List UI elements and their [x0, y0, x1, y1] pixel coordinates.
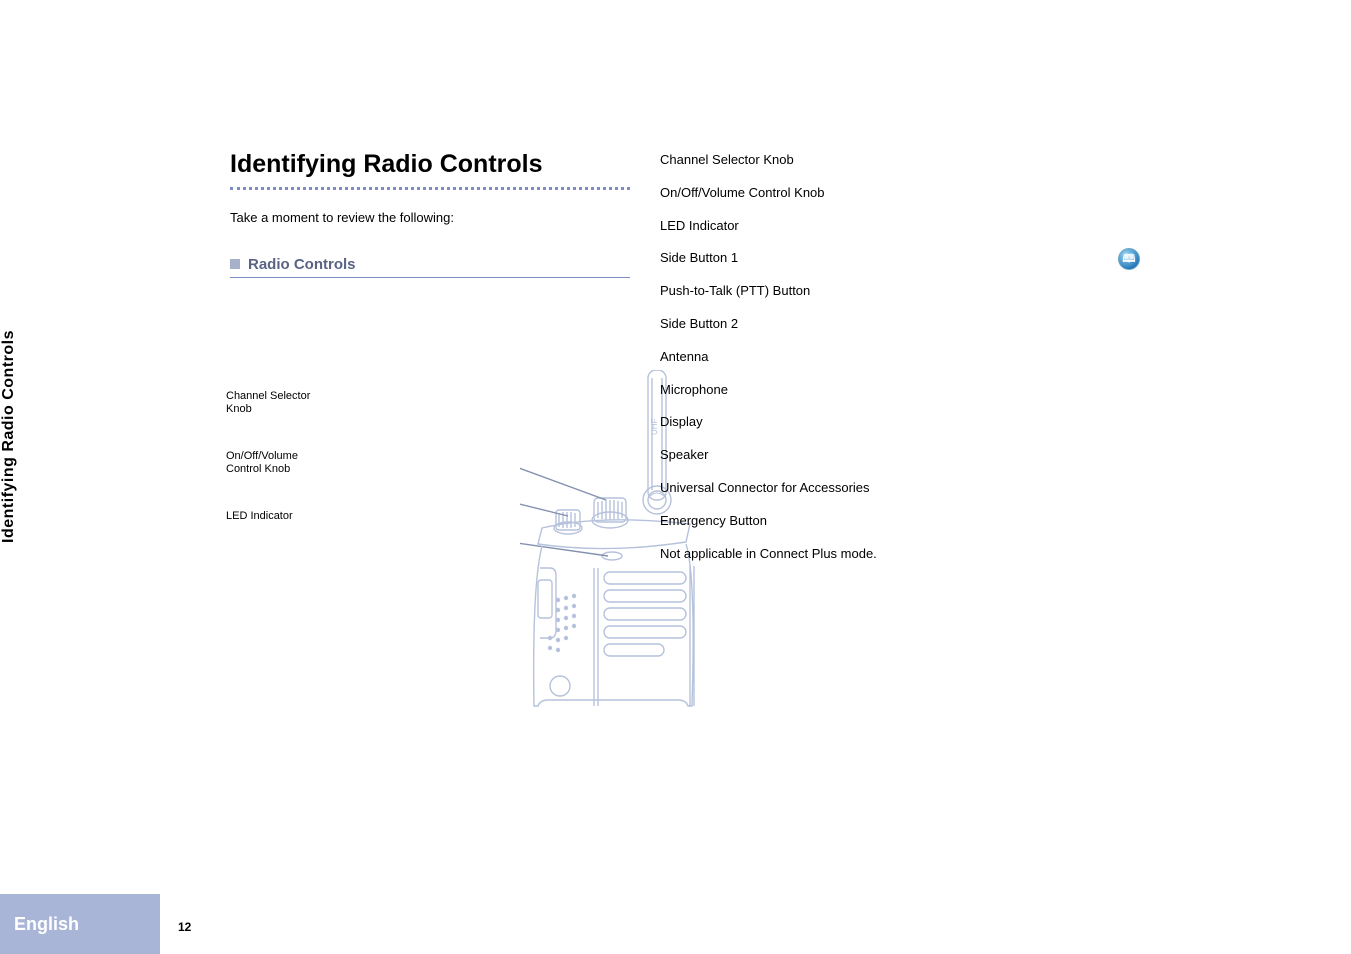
callout-label: On/Off/VolumeControl Knob	[226, 450, 298, 475]
page-number: 12	[178, 920, 191, 934]
para-led: LED Indicator	[660, 216, 1140, 237]
para-speaker: Speaker	[660, 445, 1140, 466]
left-column: Identifying Radio Controls Take a moment…	[230, 150, 630, 288]
subheading-row: Radio Controls	[230, 256, 630, 273]
subheading: Radio Controls	[248, 256, 356, 273]
para-side1: Side Button 1	[660, 248, 1108, 269]
para-mic: Microphone	[660, 380, 1140, 401]
para-ptt: Push-to-Talk (PTT) Button	[660, 281, 1140, 302]
para-channel: Channel Selector Knob	[660, 150, 1140, 171]
callout-label: Channel SelectorKnob	[226, 390, 310, 415]
square-bullet-icon	[230, 259, 240, 269]
para-emergency: Emergency Button	[660, 511, 1140, 532]
callout-led: LED Indicator	[226, 510, 293, 523]
callout-channel-knob: Channel SelectorKnob	[226, 390, 310, 416]
para-antenna: Antenna	[660, 347, 1140, 368]
svg-text:UHF: UHF	[650, 418, 659, 435]
page-content: Identifying Radio Controls Identifying R…	[160, 150, 1200, 804]
dotted-rule	[230, 187, 630, 190]
info-glyph: 🕮	[1123, 251, 1136, 269]
para-note: Not applicable in Connect Plus mode.	[660, 544, 1140, 565]
right-column: Channel Selector Knob On/Off/Volume Cont…	[660, 150, 1140, 576]
language-label: English	[14, 914, 79, 935]
callout-label: LED Indicator	[226, 510, 293, 522]
language-badge: English	[0, 894, 160, 954]
para-side1-row: Side Button 1 🕮	[660, 248, 1140, 281]
para-volume: On/Off/Volume Control Knob	[660, 183, 1140, 204]
para-display: Display	[660, 412, 1140, 433]
thin-rule	[230, 277, 630, 278]
callout-volume-knob: On/Off/VolumeControl Knob	[226, 450, 298, 476]
para-side2: Side Button 2	[660, 314, 1140, 335]
para-universal: Universal Connector for Accessories	[660, 478, 1140, 499]
page-heading: Identifying Radio Controls	[230, 150, 630, 179]
side-tab-label: Identifying Radio Controls	[0, 330, 24, 570]
info-icon: 🕮	[1118, 248, 1140, 270]
intro-paragraph: Take a moment to review the following:	[230, 208, 630, 228]
